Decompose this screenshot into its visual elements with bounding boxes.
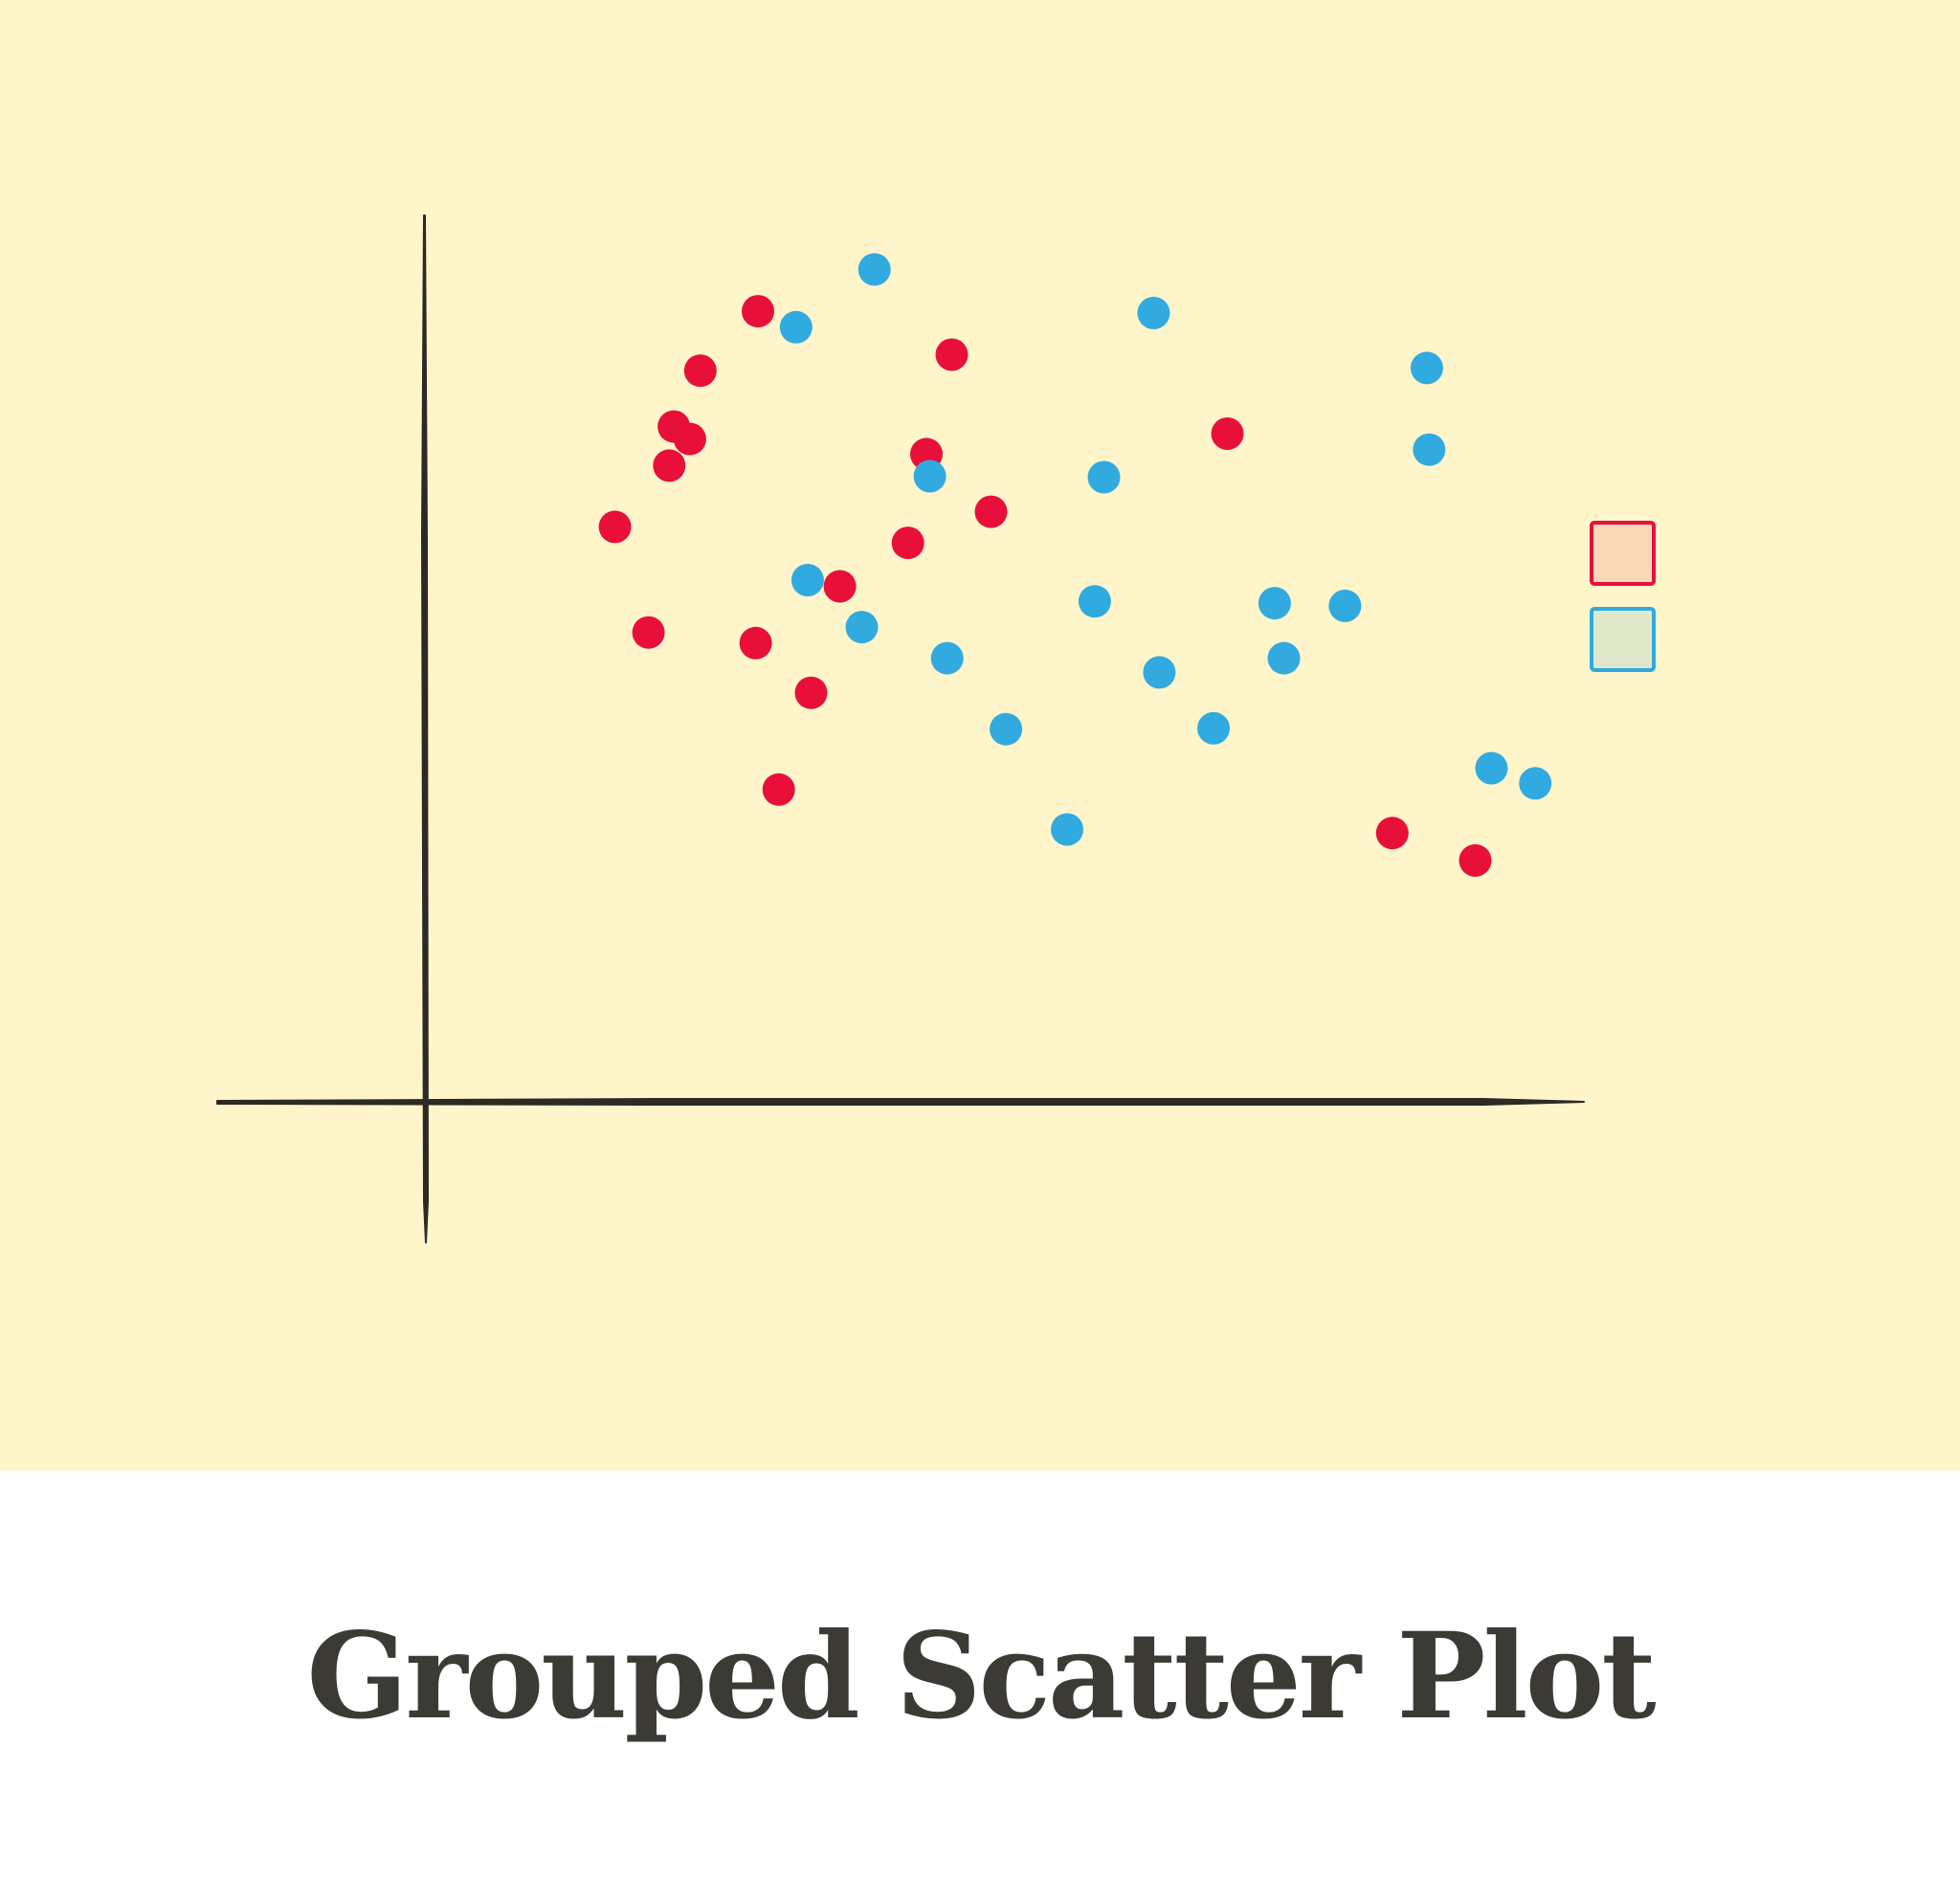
data-point-blue-6	[930, 641, 964, 675]
x-axis-line	[216, 1098, 1585, 1106]
data-point-blue-11	[1258, 587, 1291, 620]
data-point-blue-20	[1137, 297, 1170, 329]
data-point-blue-5	[913, 459, 947, 493]
legend	[1590, 521, 1656, 672]
data-point-blue-7	[990, 712, 1023, 746]
data-point-blue-18	[1197, 711, 1230, 745]
data-point-red-18	[1459, 843, 1492, 877]
chart-caption: Grouped Scatter Plot	[306, 1606, 1656, 1746]
data-point-blue-13	[1413, 433, 1446, 466]
chart-panel	[0, 0, 1960, 1470]
data-point-blue-12	[1328, 589, 1362, 622]
data-point-blue-8	[1078, 585, 1111, 618]
data-point-blue-3	[845, 611, 879, 644]
data-point-red-10	[891, 527, 924, 560]
data-point-red-17	[1375, 817, 1409, 850]
data-point-blue-19	[1475, 751, 1508, 785]
data-point-red-15	[935, 338, 969, 371]
caption-area: Grouped Scatter Plot	[0, 1470, 1960, 1882]
data-point-red-2	[653, 449, 686, 482]
legend-swatch-red	[1590, 521, 1656, 586]
data-point-red-1	[598, 510, 632, 544]
data-point-red-11	[762, 773, 795, 806]
legend-swatch-blue	[1590, 607, 1656, 672]
scatter-chart	[216, 214, 1656, 1243]
data-point-red-9	[739, 626, 772, 660]
data-point-blue-14	[1410, 351, 1443, 385]
axes	[216, 214, 1585, 1243]
data-point-blue-9	[1143, 656, 1176, 689]
data-point-blue-4	[858, 253, 891, 286]
data-point-red-14	[974, 495, 1008, 528]
data-point-red-6	[742, 295, 774, 328]
data-point-blue-17	[1051, 813, 1083, 846]
data-point-blue-1	[791, 564, 824, 596]
data-point-red-8	[823, 570, 857, 603]
data-point-blue-10	[1267, 641, 1301, 675]
y-axis-line	[421, 214, 429, 1243]
data-point-red-16	[1211, 417, 1244, 450]
data-point-red-4	[657, 410, 691, 443]
data-point-blue-15	[1519, 767, 1552, 800]
data-point-red-12	[794, 676, 828, 709]
data-point-blue-2	[779, 310, 813, 344]
data-point-red-7	[632, 616, 665, 649]
data-points	[598, 253, 1552, 877]
data-point-blue-16	[1087, 460, 1121, 494]
data-point-red-5	[683, 354, 717, 388]
